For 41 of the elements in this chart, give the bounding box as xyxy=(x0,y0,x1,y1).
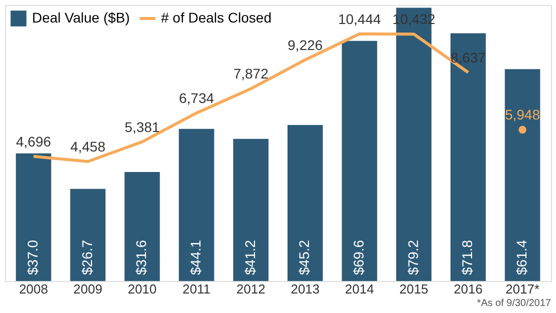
bar xyxy=(16,153,52,281)
data-label: $69.6 xyxy=(350,240,366,275)
legend-label: # of Deals Closed xyxy=(161,10,272,26)
bar xyxy=(178,128,214,281)
data-label: 4,458 xyxy=(70,138,106,154)
data-label: $31.6 xyxy=(133,240,150,275)
data-label: 8,637 xyxy=(450,49,486,66)
x-tick-label: 2015 xyxy=(399,282,428,296)
text: *As of 9/30/2017 xyxy=(477,298,552,309)
x-tick-label: 2010 xyxy=(128,282,157,296)
bar xyxy=(450,33,486,281)
data-label: 7,872 xyxy=(233,66,269,82)
x-tick-label: 2013 xyxy=(290,282,320,296)
data-label: $61.4 xyxy=(513,240,530,275)
x-tick-label: 2016 xyxy=(454,282,483,296)
data-label: $26.7 xyxy=(78,240,95,275)
bar xyxy=(342,40,378,281)
data-label: 5,381 xyxy=(124,118,160,135)
bar xyxy=(504,69,540,281)
x-tick-label: 2011 xyxy=(182,282,210,296)
data-label: $45.2 xyxy=(296,240,312,275)
data-label: $37.0 xyxy=(24,240,41,275)
bar xyxy=(288,125,323,281)
bar xyxy=(124,172,160,281)
x-tick-label: 2017* xyxy=(505,282,540,296)
x-tick-label: 2012 xyxy=(236,282,266,296)
x-tick-label: 2008 xyxy=(19,282,48,296)
data-label: 4,696 xyxy=(16,133,52,150)
legend-label: Deal Value ($B) xyxy=(32,10,130,26)
bar xyxy=(70,188,106,281)
data-label: 9,226 xyxy=(288,36,323,53)
data-label: $71.8 xyxy=(459,240,476,275)
bar xyxy=(233,138,268,281)
data-label: $79.2 xyxy=(404,240,421,275)
x-tick-label: 2009 xyxy=(73,282,102,296)
x-tick-label: 2014 xyxy=(345,282,374,296)
data-label: 5,948 xyxy=(504,106,540,123)
data-label: $41.2 xyxy=(242,240,258,275)
data-label: 10,444 xyxy=(338,10,382,27)
data-label: $44.1 xyxy=(188,240,204,275)
data-label: 6,734 xyxy=(178,90,214,106)
